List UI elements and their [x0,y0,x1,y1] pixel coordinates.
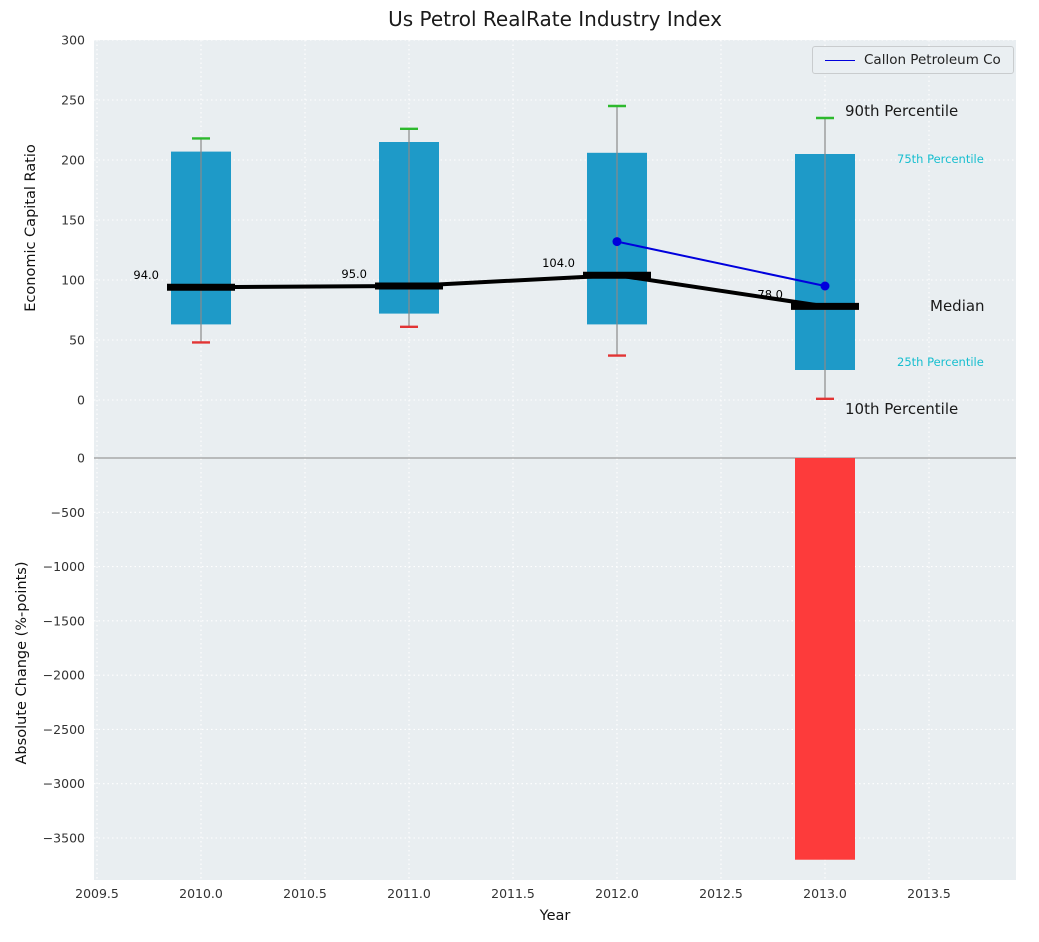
median-line [200,273,826,309]
bottom-y-tick-label: −2000 [43,668,85,683]
x-tick-label: 2009.5 [75,886,119,901]
company-point [820,281,830,291]
top-y-tick-label: 100 [61,273,85,288]
bottom-y-tick-label: −3500 [43,831,85,846]
bottom-y-tick-label: −3000 [43,776,85,791]
x-tick-label: 2010.5 [283,886,327,901]
company-point [612,237,622,247]
x-axis-label: Year [539,908,571,924]
bottom-y-tick-label: 0 [77,451,85,466]
bottom-y-axis-label: Absolute Change (%-points) [14,561,30,765]
x-tick-label: 2013.0 [803,886,847,901]
change-bar [795,458,855,860]
legend-label: Callon Petroleum Co [864,52,1001,68]
top-y-axis-label: Economic Capital Ratio [23,144,39,312]
bottom-y-tick-label: −1000 [43,559,85,574]
percentile-annotation: 25th Percentile [897,355,984,369]
legend: Callon Petroleum Co [812,46,1014,74]
top-y-tick-label: 300 [61,33,85,48]
plot-background [94,40,1016,880]
top-y-tick-label: 250 [61,93,85,108]
median-value-label: 104.0 [542,256,575,270]
legend-line-sample [825,59,855,61]
median-value-label: 78.0 [757,287,783,301]
chart-title: Us Petrol RealRate Industry Index [388,7,722,31]
percentile-annotation: 90th Percentile [845,102,958,120]
bottom-y-tick-label: −500 [51,505,85,520]
top-y-tick-label: 50 [69,333,85,348]
x-tick-label: 2013.5 [907,886,951,901]
top-y-tick-label: 0 [77,393,85,408]
top-y-tick-label: 200 [61,153,85,168]
median-value-label: 94.0 [133,268,159,282]
x-tick-label: 2011.5 [491,886,535,901]
percentile-annotation: 75th Percentile [897,152,984,166]
company-line [616,240,826,287]
x-tick-label: 2012.0 [595,886,639,901]
x-tick-label: 2012.5 [699,886,743,901]
bottom-y-tick-label: −1500 [43,613,85,628]
percentile-annotation: 10th Percentile [845,400,958,418]
top-y-tick-label: 150 [61,213,85,228]
x-tick-label: 2010.0 [179,886,223,901]
median-value-label: 95.0 [341,267,367,281]
percentile-annotation: Median [930,297,985,315]
x-tick-label: 2011.0 [387,886,431,901]
bottom-y-tick-label: −2500 [43,722,85,737]
